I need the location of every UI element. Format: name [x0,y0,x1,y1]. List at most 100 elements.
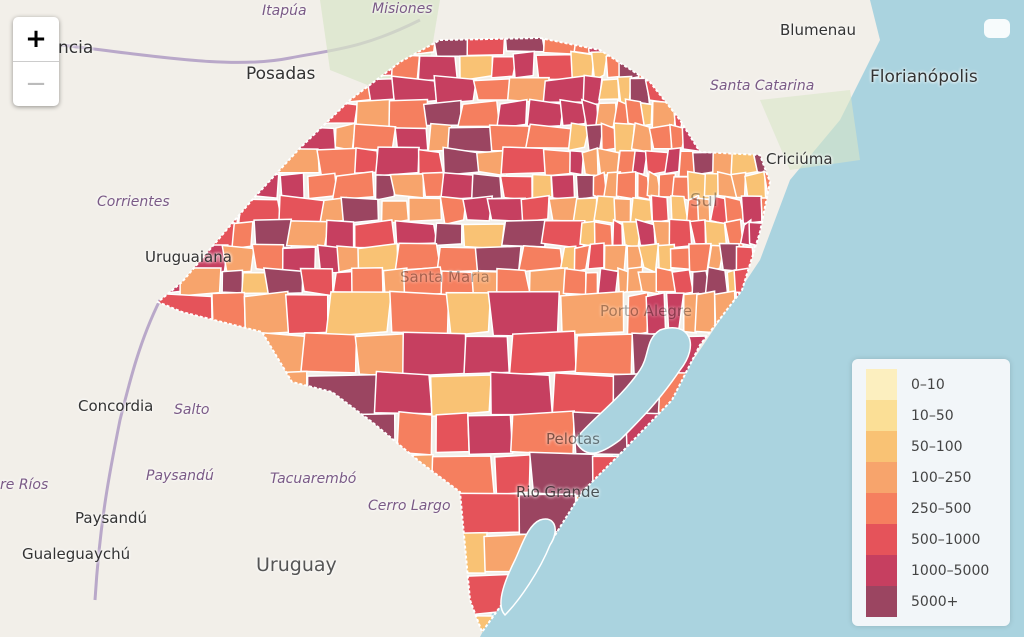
municipality-region[interactable] [306,373,382,418]
municipality-region[interactable] [535,53,577,81]
municipality-region[interactable] [285,220,330,248]
municipality-region[interactable] [193,494,226,537]
municipality-region[interactable] [292,492,361,534]
municipality-region[interactable] [433,74,478,105]
municipality-region[interactable] [691,151,717,176]
municipality-region[interactable] [669,246,691,271]
municipality-region[interactable] [430,455,496,496]
municipality-region[interactable] [147,533,182,577]
municipality-region[interactable] [771,52,793,81]
municipality-region[interactable] [408,197,443,223]
municipality-region[interactable] [244,125,278,152]
municipality-region[interactable] [243,28,274,58]
municipality-region[interactable] [587,242,605,270]
municipality-region[interactable] [340,196,380,225]
municipality-region[interactable] [472,77,514,101]
municipality-region[interactable] [512,50,536,79]
municipality-region[interactable] [449,492,521,535]
municipality-region[interactable] [354,332,407,378]
municipality-region[interactable] [389,173,425,199]
municipality-region[interactable] [195,413,265,457]
municipality-region[interactable] [198,146,227,174]
municipality-region[interactable] [231,220,254,250]
municipality-region[interactable] [353,146,380,174]
municipality-region[interactable] [489,371,554,416]
municipality-region[interactable] [738,50,759,79]
municipality-region[interactable] [581,147,599,178]
municipality-region[interactable] [352,123,397,152]
municipality-region[interactable] [299,267,334,297]
municipality-region[interactable] [495,98,528,130]
municipality-region[interactable] [353,219,397,249]
municipality-region[interactable] [755,54,773,81]
municipality-region[interactable] [275,148,321,174]
municipality-region[interactable] [148,292,213,333]
municipality-region[interactable] [225,371,268,417]
municipality-region[interactable] [630,122,653,154]
municipality-region[interactable] [707,28,720,56]
municipality-region[interactable] [149,99,182,129]
municipality-region[interactable] [439,195,468,226]
municipality-region[interactable] [745,103,763,127]
municipality-region[interactable] [331,170,375,201]
municipality-region[interactable] [382,530,423,576]
municipality-region[interactable] [183,571,235,617]
municipality-region[interactable] [637,28,655,55]
municipality-region[interactable] [462,195,494,222]
municipality-region[interactable] [402,331,469,378]
municipality-region[interactable] [666,55,691,80]
municipality-region[interactable] [175,124,210,151]
municipality-region[interactable] [153,221,191,245]
municipality-region[interactable] [631,150,649,176]
municipality-region[interactable] [652,29,675,54]
municipality-region[interactable] [203,28,248,58]
municipality-region[interactable] [622,31,642,58]
municipality-region[interactable] [648,123,673,150]
municipality-region[interactable] [493,454,531,496]
municipality-region[interactable] [486,197,527,223]
municipality-region[interactable] [694,290,716,334]
municipality-region[interactable] [221,244,255,274]
municipality-region[interactable] [418,531,488,574]
municipality-region[interactable] [470,172,503,201]
municipality-region[interactable] [151,610,218,637]
municipality-region[interactable] [253,218,293,249]
municipality-region[interactable] [637,54,660,81]
municipality-region[interactable] [389,290,450,335]
municipality-region[interactable] [613,197,632,225]
municipality-region[interactable] [284,293,329,335]
municipality-region[interactable] [388,98,429,130]
municipality-region[interactable] [312,98,359,124]
municipality-region[interactable] [173,196,212,225]
municipality-region[interactable] [569,149,585,176]
municipality-region[interactable] [570,50,595,80]
municipality-region[interactable] [669,32,692,57]
municipality-region[interactable] [147,573,190,615]
municipality-region[interactable] [716,52,741,79]
municipality-region[interactable] [270,27,312,58]
municipality-region[interactable] [735,29,756,55]
municipality-region[interactable] [490,55,518,79]
municipality-region[interactable] [682,292,700,334]
municipality-region[interactable] [259,571,319,618]
municipality-region[interactable] [211,170,253,200]
municipality-region[interactable] [699,99,715,127]
municipality-region[interactable] [434,222,463,247]
municipality-region[interactable] [559,290,625,337]
municipality-region[interactable] [221,146,260,178]
municipality-region[interactable] [590,50,609,82]
municipality-region[interactable] [639,101,653,127]
municipality-region[interactable] [166,147,203,175]
municipality-region[interactable] [442,146,481,176]
municipality-region[interactable] [524,123,572,149]
municipality-region[interactable] [496,267,531,295]
municipality-region[interactable] [247,173,280,199]
municipality-region[interactable] [243,290,291,336]
municipality-region[interactable] [740,195,763,225]
municipality-region[interactable] [152,29,170,57]
municipality-region[interactable] [607,29,629,56]
zoom-out-button[interactable]: − [13,61,59,106]
municipality-region[interactable] [181,531,220,574]
municipality-region[interactable] [741,124,757,154]
municipality-region[interactable] [374,174,397,202]
